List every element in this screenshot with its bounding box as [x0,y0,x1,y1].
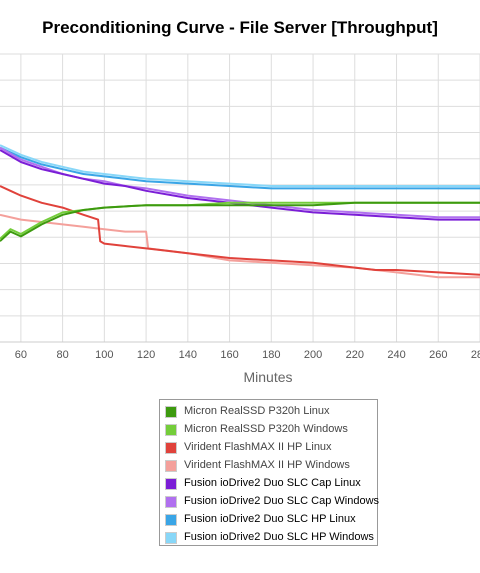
series-line-virident-flashmax-ii-hp-linux [0,185,480,276]
legend-item[interactable]: Fusion ioDrive2 Duo SLC HP Windows [160,528,377,546]
series-line-fusion-iodrive2-duo-slc-cap-windows [0,146,480,219]
legend-label: Fusion ioDrive2 Duo SLC HP Linux [184,513,356,525]
grid-layer [0,53,480,343]
x-tick-label: 80 [56,349,68,361]
legend-label: Fusion ioDrive2 Duo SLC HP Windows [184,531,374,543]
legend-swatch [165,514,177,526]
legend-swatch [165,532,177,544]
series-line-micron-realssd-p320h-linux [0,201,480,242]
legend-swatch [165,496,177,508]
legend-item[interactable]: Fusion ioDrive2 Duo SLC HP Linux [160,510,377,528]
x-tick-label: 280 [471,349,480,361]
series-line-virident-flashmax-ii-hp-windows [0,213,480,279]
series-line-micron-realssd-p320h-windows [0,201,480,240]
legend-label: Fusion ioDrive2 Duo SLC Cap Linux [184,477,361,489]
chart-legend: Micron RealSSD P320h Linux Micron RealSSD… [159,399,380,546]
tick-layer: 60 80 100 120 140 160 180 200 220 240 260 280 [15,349,480,361]
legend-swatch [165,460,177,472]
x-tick-label: 220 [346,349,364,361]
x-axis-label: Minutes [243,369,293,385]
x-tick-label: 180 [262,349,280,361]
x-tick-label: 60 [15,349,27,361]
legend-item[interactable]: Virident FlashMAX II HP Windows [160,456,377,474]
x-tick-label: 200 [304,349,322,361]
series-line-fusion-iodrive2-duo-slc-hp-windows [0,144,480,187]
legend-item[interactable]: Fusion ioDrive2 Duo SLC Cap Windows [160,492,380,510]
chart-title: Preconditioning Curve - File Server [Thr… [42,18,438,37]
x-tick-label: 140 [179,349,197,361]
x-tick-label: 120 [137,349,155,361]
legend-item[interactable]: Fusion ioDrive2 Duo SLC Cap Linux [160,474,377,492]
legend-swatch [165,424,177,436]
x-tick-label: 100 [95,349,113,361]
series-line-fusion-iodrive2-duo-slc-cap-linux [0,149,480,221]
legend-label: Fusion ioDrive2 Duo SLC Cap Windows [184,495,380,507]
legend-swatch [165,442,177,454]
legend-item[interactable]: Micron RealSSD P320h Windows [160,420,377,438]
x-tick-label: 260 [429,349,447,361]
x-tick-label: 160 [220,349,238,361]
series-line-fusion-iodrive2-duo-slc-hp-linux [0,146,480,190]
legend-swatch [165,406,177,418]
legend-label: Virident FlashMAX II HP Windows [184,459,350,471]
legend-swatch [165,478,177,490]
legend-label: Virident FlashMAX II HP Linux [184,441,332,453]
legend-item[interactable]: Micron RealSSD P320h Linux [160,402,377,420]
x-tick-label: 240 [387,349,405,361]
legend-label: Micron RealSSD P320h Windows [184,423,348,435]
series-layer [0,144,480,279]
legend-label: Micron RealSSD P320h Linux [184,405,330,417]
legend-item[interactable]: Virident FlashMAX II HP Linux [160,438,377,456]
